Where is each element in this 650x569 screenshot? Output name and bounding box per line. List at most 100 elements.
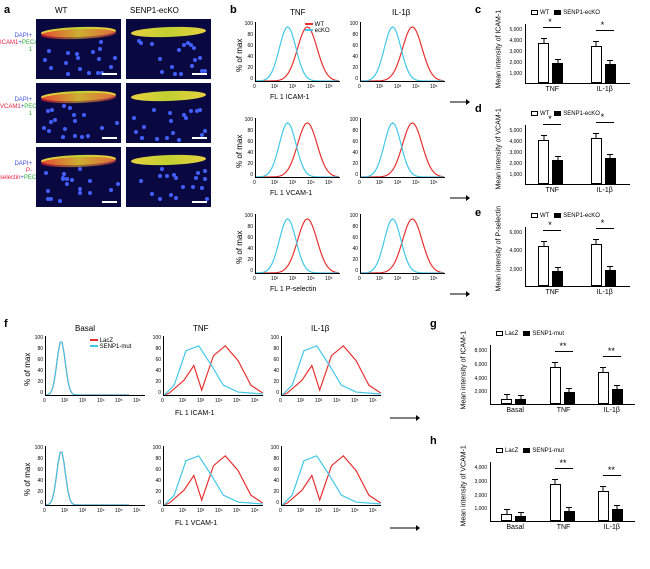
bar-x-label: IL-1β: [589, 289, 621, 296]
bar: [501, 514, 512, 521]
microscopy-image: [126, 83, 211, 143]
flow-header: TNF: [193, 324, 209, 333]
microscopy-image: [36, 19, 121, 79]
bar-legend: WT SENP1-ecKO: [531, 111, 600, 117]
bar-x-label: Basal: [499, 524, 531, 531]
significance-marker: **: [560, 458, 567, 468]
flow-histogram: [281, 336, 381, 396]
significance-marker: *: [548, 220, 552, 230]
bar: [612, 389, 623, 404]
bar-x-label: TNF: [536, 289, 568, 296]
y-axis-label: % of max: [23, 463, 32, 496]
panel-label-h: h: [430, 435, 437, 447]
panel-label-c: c: [475, 4, 481, 16]
bar-x-label: IL-1β: [589, 86, 621, 93]
bar: [515, 399, 526, 404]
microscopy-image: [36, 147, 121, 207]
bar-x-label: TNF: [536, 187, 568, 194]
micro-col-wt: WT: [55, 6, 67, 15]
bar-y-axis-label: Mean intensity of VCAM-1: [496, 120, 503, 190]
bar-chart-c: *TNF*IL-1β1,0002,0003,0004,0005,000Mean …: [525, 24, 630, 84]
bar-legend: LacZ SENP1-mut: [496, 448, 564, 454]
flow-header-tnf: TNF: [290, 8, 306, 17]
bar-legend: WT SENP1-ecKO: [531, 213, 600, 219]
significance-marker: *: [601, 112, 605, 122]
bar: [598, 372, 609, 404]
flow-histogram: [360, 118, 445, 178]
microscopy-image: [126, 19, 211, 79]
flow-header: IL-1β: [311, 324, 329, 333]
y-axis-label: % of max: [235, 135, 244, 168]
panel-label-g: g: [430, 318, 437, 330]
bar: [564, 511, 575, 521]
flow-legend: LacZ SENP1-mut: [90, 338, 131, 350]
bar: [515, 516, 526, 522]
x-axis-label: FL 1 ICAM-1: [270, 94, 309, 101]
bar: [612, 509, 623, 521]
flow-histogram: [281, 446, 381, 506]
bar-chart-g: Basal**TNF**IL-1β2,0004,0006,0008,000Mea…: [490, 345, 635, 405]
panel-label-b: b: [230, 4, 237, 16]
bar: [552, 160, 563, 184]
bar-y-axis-label: Mean intensity of ICAM-1: [461, 340, 468, 410]
y-axis-label: % of max: [23, 353, 32, 386]
x-axis-label: FL 1 P-selectin: [270, 286, 316, 293]
flow-histogram: [255, 214, 340, 274]
flow-histogram: [360, 22, 445, 82]
panel-label-a: a: [4, 4, 10, 16]
flow-histogram: [255, 118, 340, 178]
flow-histogram: [163, 446, 263, 506]
bar-legend: WT SENP1-ecKO: [531, 10, 600, 16]
bar: [550, 367, 561, 404]
bar-x-label: IL-1β: [589, 187, 621, 194]
significance-marker: *: [601, 20, 605, 30]
bar: [591, 138, 602, 184]
flow-histogram: [163, 336, 263, 396]
micro-col-ecko: SENP1-ecKO: [130, 6, 179, 15]
x-axis-label: FL 1 VCAM-1: [270, 190, 312, 197]
flow-histogram: [360, 214, 445, 274]
significance-marker: *: [548, 17, 552, 27]
micro-ylabel: DAPI+VCAM1+PECAM-1: [0, 97, 32, 118]
microscopy-image: [36, 83, 121, 143]
bar: [552, 271, 563, 286]
bar-y-axis-label: Mean intensity of P-selectin: [496, 222, 503, 292]
significance-marker: *: [601, 218, 605, 228]
bar-x-label: TNF: [536, 86, 568, 93]
y-axis-label: % of max: [235, 39, 244, 72]
flow-histogram: [45, 446, 145, 506]
bar: [605, 270, 616, 286]
bar-x-label: IL-1β: [596, 407, 628, 414]
bar: [598, 491, 609, 521]
significance-marker: **: [560, 341, 567, 351]
flow-header: Basal: [75, 324, 95, 333]
significance-marker: **: [608, 346, 615, 356]
panel-label-e: e: [475, 207, 481, 219]
bar-x-label: TNF: [548, 524, 580, 531]
bar-chart-e: *TNF*IL-1β2,0004,0006,000Mean intensity …: [525, 227, 630, 287]
microscopy-image: [126, 147, 211, 207]
bar: [591, 46, 602, 83]
bar: [538, 140, 549, 184]
panel-label-d: d: [475, 103, 482, 115]
bar: [550, 484, 561, 521]
micro-ylabel: DAPI+P-selectin+PECAM1: [0, 161, 32, 182]
bar: [552, 63, 563, 83]
bar-y-axis-label: Mean intensity of ICAM-1: [496, 19, 503, 89]
bar-x-label: Basal: [499, 407, 531, 414]
x-axis-label: FL 1 VCAM-1: [175, 520, 217, 527]
y-axis-label: % of max: [235, 231, 244, 264]
bar: [605, 64, 616, 83]
bar: [538, 43, 549, 83]
flow-header-il1b: IL-1β: [392, 8, 410, 17]
bar-x-label: TNF: [548, 407, 580, 414]
bar: [605, 158, 616, 184]
bar: [591, 244, 602, 286]
bar: [538, 246, 549, 286]
bar-x-label: IL-1β: [596, 524, 628, 531]
panel-label-f: f: [4, 318, 8, 330]
bar-chart-d: *TNF*IL-1β1,0002,0003,0004,0005,000Mean …: [525, 125, 630, 185]
significance-marker: **: [608, 465, 615, 475]
bar-legend: LacZ SENP1-mut: [496, 331, 564, 337]
micro-ylabel: DAPI+ICAM1+PECAM-1: [0, 33, 32, 54]
